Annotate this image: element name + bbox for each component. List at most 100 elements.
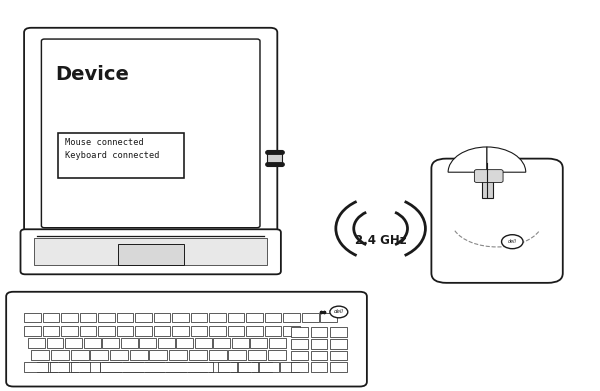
Text: 2.4 GHz: 2.4 GHz bbox=[355, 234, 406, 248]
Bar bbox=[291, 328, 308, 337]
Bar bbox=[80, 313, 97, 322]
Wedge shape bbox=[487, 147, 526, 172]
Bar bbox=[311, 328, 328, 337]
Text: dell: dell bbox=[508, 239, 517, 244]
Bar bbox=[51, 350, 69, 360]
Bar bbox=[169, 350, 187, 360]
Bar bbox=[232, 338, 248, 348]
Bar bbox=[189, 350, 207, 360]
Bar bbox=[24, 313, 41, 322]
Bar bbox=[50, 362, 69, 372]
FancyBboxPatch shape bbox=[24, 28, 277, 239]
Bar bbox=[302, 313, 319, 322]
Circle shape bbox=[502, 235, 523, 249]
Bar bbox=[246, 326, 263, 336]
Bar bbox=[191, 313, 208, 322]
Bar bbox=[195, 338, 212, 348]
Bar bbox=[154, 326, 170, 336]
Bar bbox=[265, 326, 281, 336]
Bar bbox=[311, 351, 328, 361]
Bar bbox=[91, 350, 108, 360]
Bar bbox=[118, 244, 184, 265]
FancyBboxPatch shape bbox=[20, 229, 281, 274]
Bar bbox=[228, 326, 244, 336]
Bar bbox=[98, 313, 115, 322]
FancyBboxPatch shape bbox=[41, 39, 260, 228]
Bar bbox=[71, 350, 89, 360]
Bar bbox=[172, 313, 189, 322]
Bar bbox=[80, 326, 97, 336]
Bar bbox=[84, 338, 101, 348]
Bar bbox=[176, 338, 193, 348]
Bar bbox=[331, 351, 347, 361]
Bar bbox=[43, 326, 59, 336]
Bar bbox=[228, 313, 244, 322]
Bar bbox=[250, 338, 267, 348]
Bar bbox=[47, 338, 64, 348]
FancyBboxPatch shape bbox=[431, 159, 563, 283]
Bar bbox=[265, 313, 281, 322]
Bar bbox=[116, 326, 133, 336]
Bar bbox=[269, 338, 286, 348]
Bar bbox=[482, 181, 493, 198]
Bar bbox=[65, 338, 82, 348]
Bar bbox=[154, 313, 170, 322]
Text: dell: dell bbox=[334, 309, 344, 314]
Bar bbox=[268, 350, 286, 360]
Wedge shape bbox=[448, 147, 487, 172]
Bar bbox=[166, 362, 186, 372]
Bar bbox=[231, 362, 250, 372]
Bar bbox=[280, 362, 299, 372]
Bar bbox=[331, 328, 347, 337]
Bar bbox=[331, 362, 347, 372]
Bar bbox=[172, 326, 189, 336]
Bar bbox=[188, 362, 208, 372]
Bar bbox=[100, 362, 214, 372]
Bar bbox=[24, 362, 48, 372]
Bar bbox=[139, 338, 156, 348]
Bar bbox=[158, 338, 175, 348]
Bar bbox=[283, 313, 300, 322]
Bar bbox=[291, 362, 308, 372]
Bar bbox=[209, 313, 226, 322]
Bar bbox=[209, 326, 226, 336]
Bar bbox=[135, 326, 152, 336]
Bar bbox=[58, 133, 184, 178]
Bar bbox=[71, 362, 90, 372]
Bar bbox=[80, 362, 100, 372]
Bar bbox=[209, 362, 229, 372]
Bar bbox=[130, 350, 148, 360]
Bar bbox=[37, 362, 57, 372]
Bar bbox=[98, 326, 115, 336]
Bar bbox=[246, 313, 263, 322]
Bar bbox=[145, 362, 164, 372]
Bar bbox=[291, 339, 308, 349]
Bar bbox=[61, 313, 78, 322]
Bar bbox=[149, 350, 167, 360]
Bar bbox=[209, 350, 227, 360]
Text: Mouse connected
Keyboard connected: Mouse connected Keyboard connected bbox=[65, 138, 160, 160]
Bar bbox=[248, 350, 266, 360]
Bar bbox=[214, 338, 230, 348]
Bar bbox=[283, 326, 300, 336]
Bar bbox=[218, 362, 236, 372]
Bar bbox=[103, 338, 119, 348]
Bar bbox=[311, 362, 328, 372]
Bar bbox=[238, 362, 257, 372]
Circle shape bbox=[330, 306, 348, 318]
Bar bbox=[102, 362, 121, 372]
Bar bbox=[191, 326, 208, 336]
Bar bbox=[135, 313, 152, 322]
Bar bbox=[123, 362, 143, 372]
Bar bbox=[110, 350, 128, 360]
Bar bbox=[43, 313, 59, 322]
Bar bbox=[121, 338, 137, 348]
Bar bbox=[331, 339, 347, 349]
Bar bbox=[61, 326, 78, 336]
Bar bbox=[229, 350, 246, 360]
Bar bbox=[252, 362, 272, 372]
Bar bbox=[259, 362, 278, 372]
Bar bbox=[320, 313, 337, 322]
Bar bbox=[28, 338, 45, 348]
Text: Device: Device bbox=[55, 65, 129, 84]
